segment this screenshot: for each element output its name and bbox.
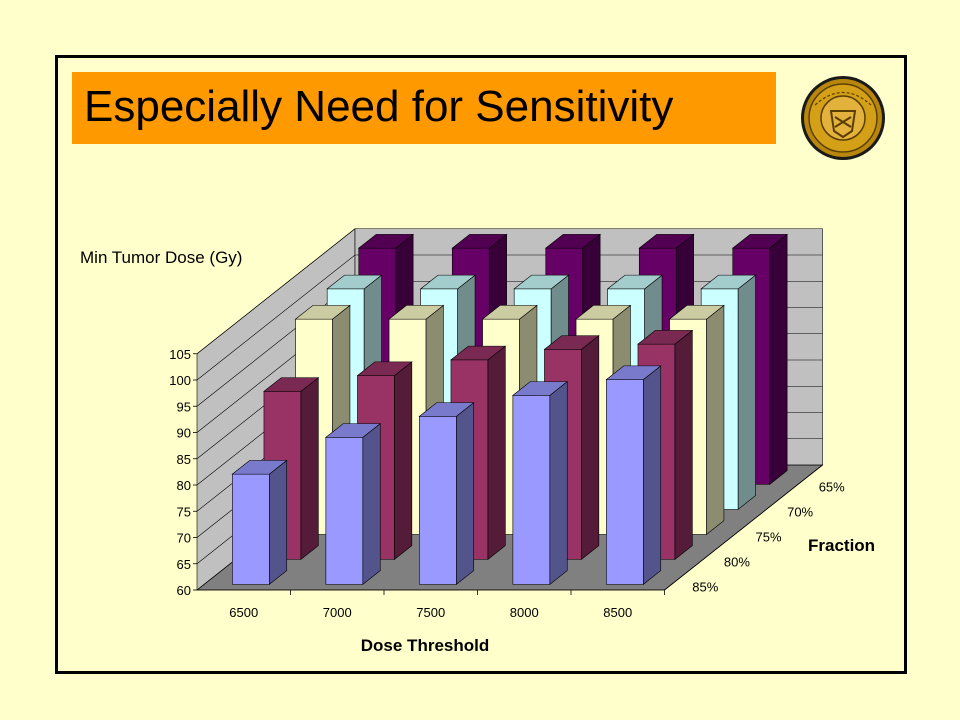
x-tick-label: 7000 xyxy=(323,605,352,620)
bar-top xyxy=(511,381,569,396)
bar-top xyxy=(543,335,600,350)
z-tick-label: 85% xyxy=(692,580,718,595)
y-tick-label: 60 xyxy=(177,583,191,598)
gridline xyxy=(196,228,823,354)
y-tick-label: 100 xyxy=(169,373,191,388)
bar-side xyxy=(394,361,413,560)
bar-top xyxy=(419,274,476,290)
z-tick-label: 65% xyxy=(819,480,845,495)
y-axis-label: Min Tumor Dose (Gy) xyxy=(80,248,242,267)
bar-top xyxy=(575,305,632,320)
x-tick-label: 8500 xyxy=(603,605,632,620)
x-tick-label: 6500 xyxy=(229,605,258,620)
bar-top xyxy=(668,305,725,320)
bar-top xyxy=(731,234,789,249)
bar-side xyxy=(487,345,506,560)
bar-top xyxy=(294,305,351,320)
y-tick-label: 70 xyxy=(177,531,191,546)
bar-side xyxy=(581,335,600,560)
y-tick-label: 90 xyxy=(177,426,191,441)
bar-top xyxy=(356,361,413,376)
z-axis-line xyxy=(664,464,823,591)
bar-side xyxy=(769,233,788,485)
z-tick-label: 70% xyxy=(787,505,813,520)
y-tick-label: 65 xyxy=(177,557,191,572)
bar-front xyxy=(606,379,644,585)
bar-side xyxy=(269,459,288,585)
bar-top xyxy=(450,345,507,361)
bar-85pct-8500 xyxy=(605,365,662,585)
bar-side xyxy=(737,274,756,510)
bar-top xyxy=(700,274,757,290)
bar-side xyxy=(362,423,381,585)
bar-top xyxy=(638,234,695,249)
bar-85pct-7000 xyxy=(324,423,382,585)
bar-top xyxy=(513,274,570,290)
z-tick-label: 75% xyxy=(756,530,782,545)
bar-85pct-8000 xyxy=(511,381,569,585)
bar-top xyxy=(451,234,508,249)
y-tick-label: 95 xyxy=(177,399,191,414)
bar-top xyxy=(324,423,382,438)
bar-front xyxy=(512,395,551,585)
x-tick-label: 7500 xyxy=(416,605,445,620)
y-tick-label: 80 xyxy=(177,478,191,493)
y-tick-label: 105 xyxy=(169,347,191,362)
bar-side xyxy=(549,381,568,585)
bar-top xyxy=(606,274,663,290)
bar-side xyxy=(643,365,662,585)
bar-top xyxy=(544,234,602,249)
bar-top xyxy=(481,305,538,320)
y-tick-label: 85 xyxy=(177,452,191,467)
bar-side xyxy=(674,329,693,560)
bar-top xyxy=(388,305,445,320)
bar-top xyxy=(263,377,320,392)
x-axis-label: Dose Threshold xyxy=(361,636,489,655)
bar-top xyxy=(637,330,694,345)
bar-top xyxy=(357,234,415,249)
bar-85pct-7500 xyxy=(418,402,475,585)
title-bar: Especially Need for Sensitivity xyxy=(72,72,776,144)
bar-top xyxy=(605,365,662,380)
slide-title: Especially Need for Sensitivity xyxy=(84,82,674,131)
university-seal-icon xyxy=(801,76,885,160)
x-tick-label: 8000 xyxy=(510,605,539,620)
bar-front xyxy=(232,473,270,585)
bar-top xyxy=(418,402,475,417)
bar-top xyxy=(231,460,288,475)
bar-side xyxy=(300,377,319,560)
z-tick-label: 80% xyxy=(724,555,750,570)
bar-front xyxy=(325,437,364,585)
bar-side xyxy=(456,402,475,585)
bar-top xyxy=(326,274,383,290)
bar-side xyxy=(706,304,725,535)
bar-front xyxy=(419,416,457,585)
y-tick-label: 75 xyxy=(177,504,191,519)
z-axis-label: Fraction xyxy=(808,536,875,555)
bar-85pct-6500 xyxy=(231,459,288,585)
